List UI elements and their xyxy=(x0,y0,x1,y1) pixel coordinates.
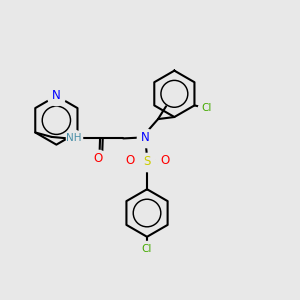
Text: Cl: Cl xyxy=(142,244,152,254)
Text: N: N xyxy=(141,131,150,144)
Text: S: S xyxy=(143,155,151,168)
Text: NH: NH xyxy=(66,134,82,143)
Text: Cl: Cl xyxy=(201,103,211,113)
Text: O: O xyxy=(160,154,170,167)
Text: N: N xyxy=(52,89,61,102)
Text: O: O xyxy=(125,154,134,167)
Text: O: O xyxy=(93,152,102,165)
